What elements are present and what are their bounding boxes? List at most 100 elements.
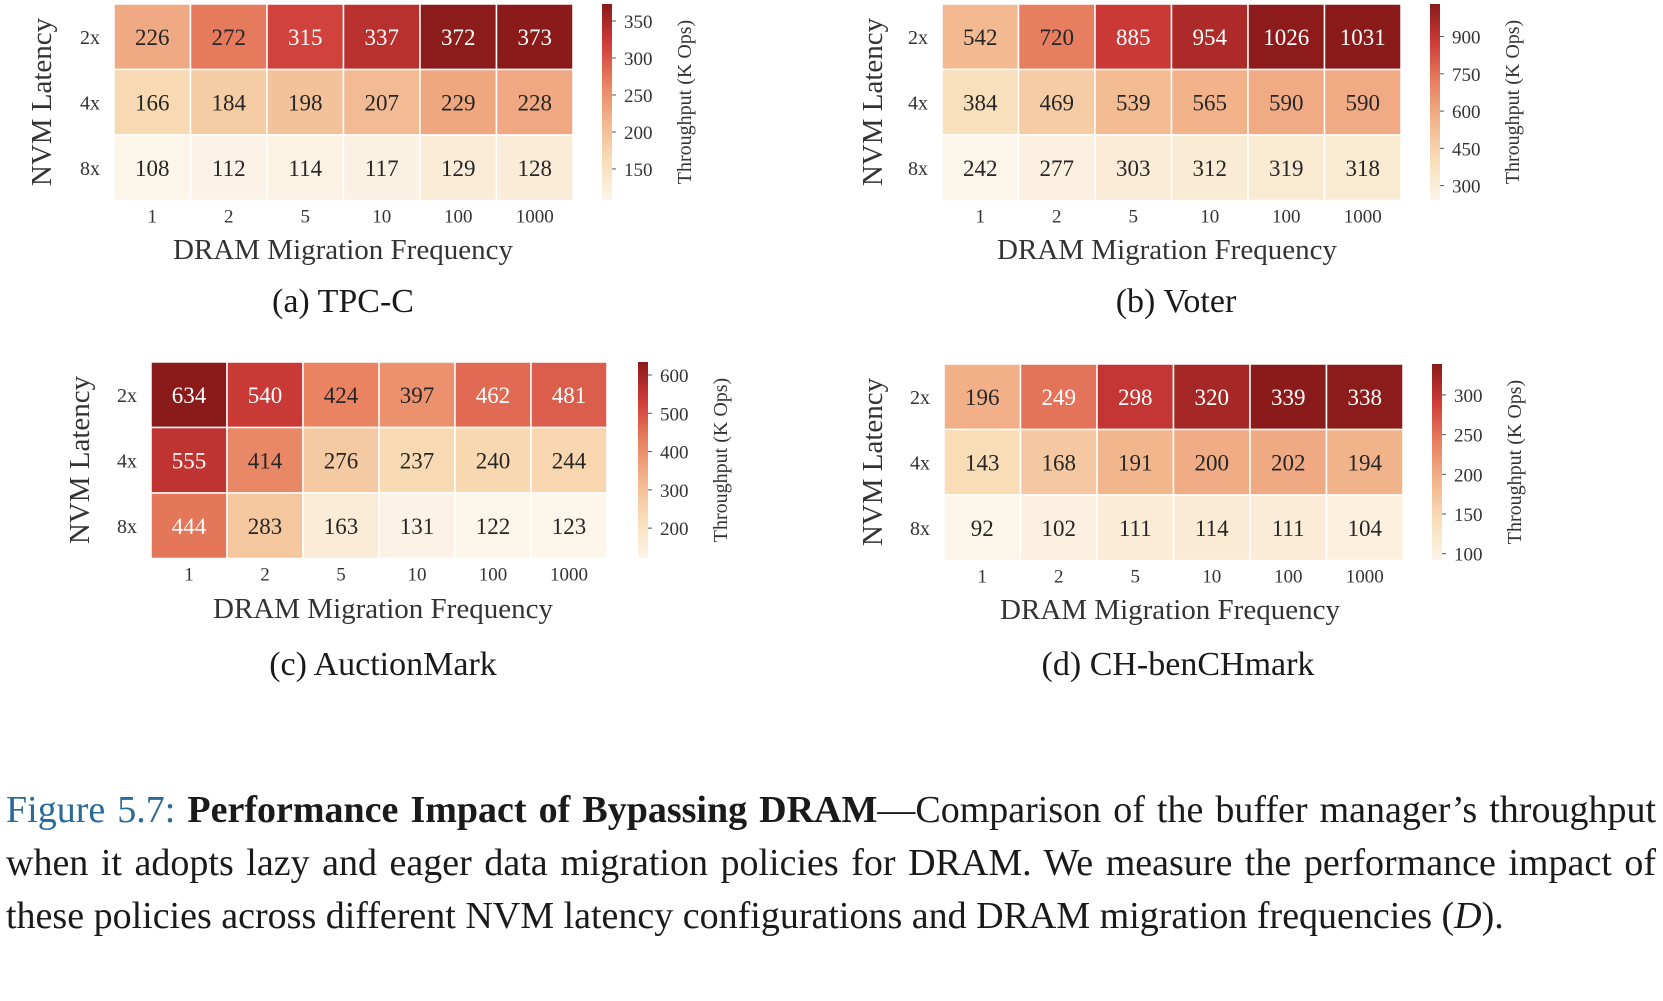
colorbar-tick-label: 250 [1454,426,1483,447]
cell-value-label: 277 [1040,156,1075,181]
colorbar-tick-label: 450 [1452,139,1481,160]
heatmap-cell [419,134,498,202]
heatmap-cell [941,134,1020,202]
cell-value-label: 112 [212,156,246,181]
cell-value-label: 168 [1042,450,1077,475]
y-tick-label: 4x [117,450,137,472]
heatmap-cell [1247,68,1326,136]
heatmap-cell [1096,428,1175,496]
colorbar [1432,364,1442,560]
y-axis-label: NVM Latency [26,17,58,186]
cell-value-label: 196 [965,385,1000,410]
cell-value-label: 108 [135,156,170,181]
x-tick-label: 10 [1200,207,1219,228]
heatmap-cell [1094,68,1173,136]
colorbar-tick-label: 300 [1454,386,1483,407]
colorbar-tick-label: 150 [624,160,653,181]
cell-value-label: 249 [1042,385,1077,410]
x-tick-label: 1000 [1344,207,1382,228]
x-axis-label: DRAM Migration Frequency [213,593,553,625]
colorbar-tick-label: 300 [624,49,653,70]
subfigure-caption: (a) TPC-C [272,283,414,320]
cell-value-label: 114 [288,156,322,181]
cell-value-label: 122 [476,514,511,539]
cell-value-label: 444 [172,514,207,539]
cell-value-label: 128 [518,156,553,181]
heatmap-cell [1017,134,1096,202]
x-axis-label: DRAM Migration Frequency [997,234,1337,266]
heatmap-cell [1172,494,1251,562]
colorbar-tick-label: 200 [1454,465,1483,486]
y-tick-label: 4x [908,92,928,114]
colorbar-tick-label: 200 [660,519,689,540]
cell-value-label: 111 [1119,516,1152,541]
heatmap-cell [1019,428,1098,496]
cell-value-label: 129 [441,156,476,181]
cell-value-label: 114 [1195,516,1229,541]
heatmap-cell [1249,494,1328,562]
heatmap-panel-4: 196 249 298 320 339 338 143 168 191 200 202 194 92 10… [857,363,1526,683]
colorbar [638,362,648,558]
x-tick-label: 2 [260,565,270,586]
cell-value-label: 397 [400,383,435,408]
caption-text-2: ). [1481,895,1504,937]
cell-value-label: 237 [400,448,435,473]
y-axis-label: NVM Latency [857,377,889,546]
heatmap-panel-1: 226 272 315 337 372 373 166 184 198 207 229 228 108 1… [26,3,696,320]
cell-value-label: 373 [518,25,553,50]
heatmap-cell [1172,363,1251,431]
heatmap-cell [1323,134,1402,202]
heatmap-cell [226,492,304,560]
cell-value-label: 319 [1269,156,1304,181]
colorbar-tick-label: 100 [1454,545,1483,566]
x-tick-label: 1 [148,207,158,228]
cell-value-label: 590 [1269,90,1304,115]
colorbar-tick-label: 500 [660,404,689,425]
subfigure-caption: (d) CH-benCHmark [1042,646,1315,683]
heatmap-cell [302,492,380,560]
colorbar-label: Throughput (K Ops) [710,378,732,542]
cell-value-label: 202 [1271,450,1306,475]
heatmap-cell [1019,494,1098,562]
heatmap-cell [1017,3,1096,71]
cell-value-label: 229 [441,90,476,115]
x-tick-label: 100 [1274,567,1303,588]
heatmap-cell [495,134,574,202]
colorbar-tick-label: 600 [660,366,689,387]
y-tick-label: 8x [80,158,100,180]
cell-value-label: 462 [476,383,511,408]
colorbar-tick-label: 150 [1454,505,1483,526]
heatmap-cell [530,361,608,429]
y-tick-label: 4x [910,452,930,474]
y-tick-label: 2x [117,385,137,407]
x-tick-label: 100 [444,207,473,228]
heatmap-cell [266,68,345,136]
cell-value-label: 339 [1271,385,1306,410]
cell-value-label: 634 [172,383,207,408]
colorbar-label: Throughput (K Ops) [1502,20,1524,184]
colorbar-tick-label: 900 [1452,28,1481,49]
heatmap-cell [1323,3,1402,71]
cell-value-label: 312 [1193,156,1228,181]
x-tick-label: 10 [372,207,391,228]
x-tick-label: 100 [1272,207,1301,228]
cell-value-label: 1031 [1340,25,1386,50]
cell-value-label: 565 [1193,90,1228,115]
cell-value-label: 242 [963,156,998,181]
cell-value-label: 143 [965,450,1000,475]
x-tick-label: 2 [1052,207,1062,228]
y-tick-label: 8x [910,518,930,540]
x-tick-label: 5 [1131,567,1141,588]
heatmap-cell [113,134,192,202]
y-tick-label: 2x [910,387,930,409]
cell-value-label: 1026 [1263,25,1309,50]
colorbar-tick-label: 200 [624,123,653,144]
heatmap-cell [378,361,456,429]
cell-value-label: 337 [365,25,400,50]
cell-value-label: 954 [1193,25,1228,50]
cell-value-label: 166 [135,90,170,115]
figure-caption: Figure 5.7: Performance Impact of Bypass… [6,784,1656,943]
heatmap-cell [1094,3,1173,71]
cell-value-label: 372 [441,25,476,50]
cell-value-label: 720 [1040,25,1075,50]
